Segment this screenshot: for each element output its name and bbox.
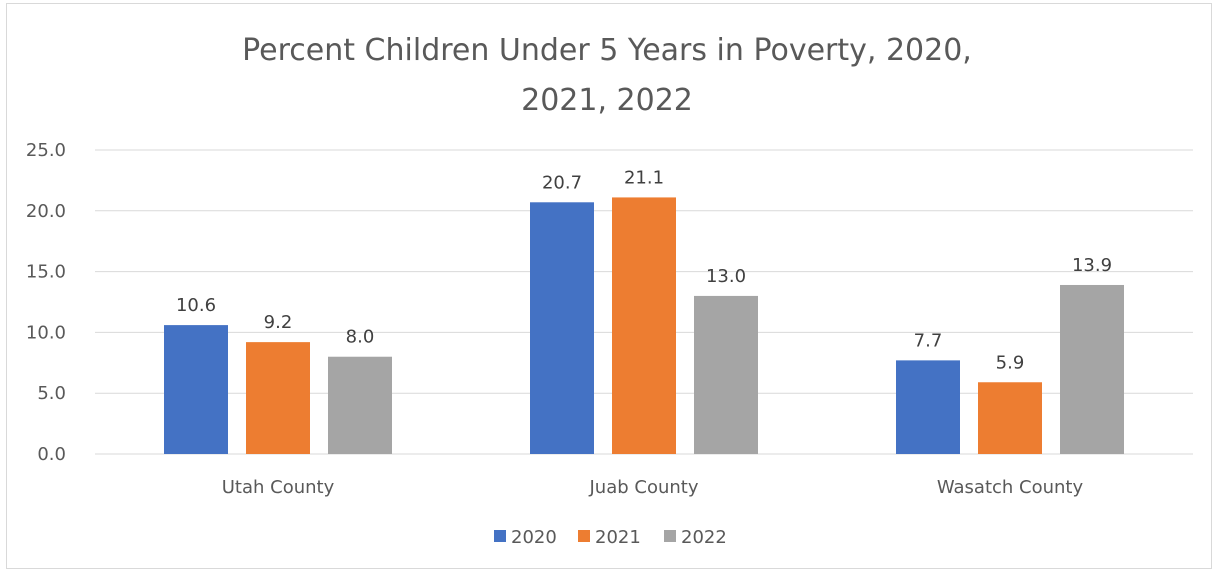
x-category-label: Wasatch County bbox=[937, 477, 1084, 498]
chart-title-line: Percent Children Under 5 Years in Povert… bbox=[242, 33, 972, 68]
bar-2021-2 bbox=[978, 382, 1042, 454]
legend-swatch bbox=[664, 530, 676, 542]
y-tick-label: 0.0 bbox=[37, 444, 66, 465]
x-category-label: Juab County bbox=[588, 477, 698, 498]
data-label: 21.1 bbox=[624, 167, 664, 188]
data-label: 7.7 bbox=[914, 330, 943, 351]
y-tick-label: 25.0 bbox=[26, 140, 66, 161]
data-label: 5.9 bbox=[996, 352, 1025, 373]
bar-2020-2 bbox=[896, 360, 960, 454]
bar-2020-0 bbox=[164, 325, 228, 454]
data-label: 13.9 bbox=[1072, 255, 1112, 276]
legend-label: 2022 bbox=[681, 527, 727, 548]
bar-2021-0 bbox=[246, 342, 310, 454]
bar-2022-0 bbox=[328, 356, 392, 454]
x-category-label: Utah County bbox=[222, 477, 335, 498]
data-label: 20.7 bbox=[542, 172, 582, 193]
y-tick-label: 10.0 bbox=[26, 322, 66, 343]
legend-label: 2020 bbox=[511, 527, 557, 548]
legend-swatch bbox=[578, 530, 590, 542]
bar-2020-1 bbox=[530, 202, 594, 454]
data-label: 10.6 bbox=[176, 295, 216, 316]
chart-frame bbox=[6, 3, 1212, 569]
legend-label: 2021 bbox=[595, 527, 641, 548]
chart-title-line: 2021, 2022 bbox=[521, 83, 693, 118]
y-tick-label: 15.0 bbox=[26, 262, 66, 283]
data-label: 9.2 bbox=[264, 312, 293, 333]
data-label: 13.0 bbox=[706, 266, 746, 287]
y-tick-label: 5.0 bbox=[37, 383, 66, 404]
data-label: 8.0 bbox=[346, 327, 375, 348]
bar-2022-2 bbox=[1060, 284, 1124, 454]
bar-2022-1 bbox=[694, 295, 758, 454]
y-tick-label: 20.0 bbox=[26, 201, 66, 222]
legend-swatch bbox=[494, 530, 506, 542]
bar-2021-1 bbox=[612, 197, 676, 454]
